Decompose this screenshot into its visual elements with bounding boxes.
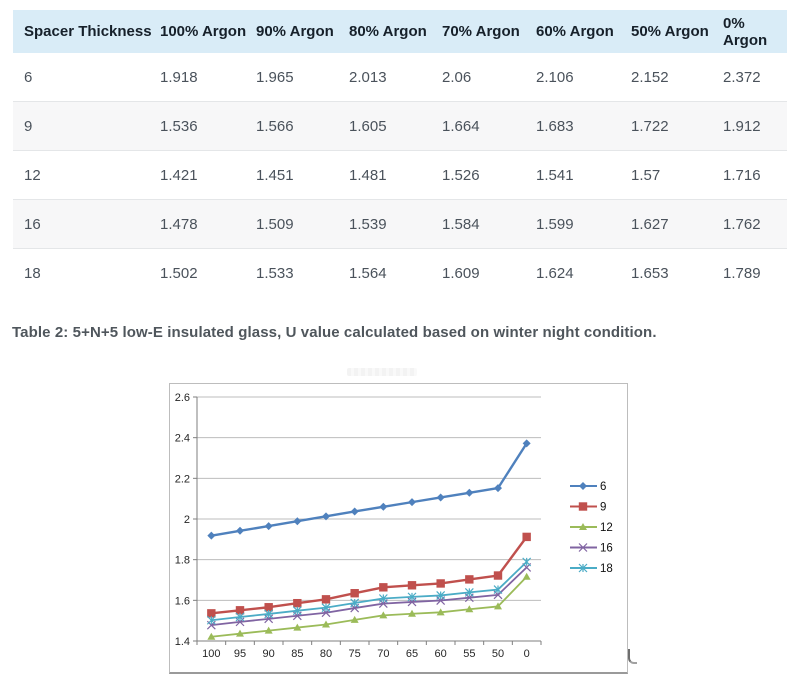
table-cell: 1.57 <box>631 166 661 184</box>
svg-text:1.6: 1.6 <box>175 595 190 607</box>
svg-text:2.6: 2.6 <box>175 392 190 404</box>
column-header-50-argon: 50% Argon <box>631 10 723 53</box>
table-cell: 1.526 <box>442 166 480 184</box>
table-header-row: Spacer Thickness 100% Argon 90% Argon 80… <box>13 10 787 53</box>
table-cell: 1.716 <box>723 166 761 184</box>
table-cell: 1.918 <box>160 68 198 86</box>
table-cell: 1.683 <box>536 117 574 135</box>
svg-text:65: 65 <box>406 648 418 660</box>
table-row: 9 1.536 1.566 1.605 1.664 1.683 1.722 1.… <box>13 101 787 151</box>
table-cell: 1.762 <box>723 215 761 233</box>
table-cell: 1.566 <box>256 117 294 135</box>
svg-text:95: 95 <box>234 648 246 660</box>
svg-text:60: 60 <box>435 648 447 660</box>
table-cell: 2.013 <box>349 68 387 86</box>
table-cell: 1.481 <box>349 166 387 184</box>
table-row: 16 1.478 1.509 1.539 1.584 1.599 1.627 1… <box>13 199 787 249</box>
column-header-70-argon: 70% Argon <box>442 10 536 53</box>
table-cell-thickness: 9 <box>24 117 33 135</box>
table-caption: Table 2: 5+N+5 low-E insulated glass, U … <box>12 324 657 341</box>
svg-text:55: 55 <box>463 648 475 660</box>
table-cell: 1.627 <box>631 215 669 233</box>
table-cell-thickness: 12 <box>24 166 41 184</box>
table-cell: 1.451 <box>256 166 294 184</box>
table-cell: 1.564 <box>349 264 387 282</box>
svg-text:1.4: 1.4 <box>175 636 190 648</box>
column-header-0-argon: 0% Argon <box>723 10 787 53</box>
table-cell: 1.789 <box>723 264 761 282</box>
table-cell: 1.541 <box>536 166 574 184</box>
svg-text:100: 100 <box>202 648 220 660</box>
table-cell: 1.478 <box>160 215 198 233</box>
svg-text:90: 90 <box>263 648 275 660</box>
table-cell-thickness: 16 <box>24 215 41 233</box>
table-cell: 1.653 <box>631 264 669 282</box>
uvalue-table: Spacer Thickness 100% Argon 90% Argon 80… <box>13 10 787 297</box>
svg-text:18: 18 <box>600 563 613 575</box>
table-cell: 1.722 <box>631 117 669 135</box>
table-cell: 1.664 <box>442 117 480 135</box>
table-cell: 2.152 <box>631 68 669 86</box>
svg-text:1.8: 1.8 <box>175 555 190 567</box>
table-cell: 1.912 <box>723 117 761 135</box>
column-header-spacer-thickness: Spacer Thickness <box>13 10 160 53</box>
svg-text:85: 85 <box>291 648 303 660</box>
uvalue-line-chart: 1.4 1.6 1.8 2 2.2 2.4 2.6 100 95 90 85 80 75 70 65 60 55… <box>169 383 628 674</box>
table-cell: 2.372 <box>723 68 761 86</box>
svg-text:12: 12 <box>600 522 613 534</box>
table-cell: 2.06 <box>442 68 472 86</box>
column-header-60-argon: 60% Argon <box>536 10 631 53</box>
table-row: 12 1.421 1.451 1.481 1.526 1.541 1.57 1.… <box>13 150 787 200</box>
table-cell: 1.421 <box>160 166 198 184</box>
column-header-100-argon: 100% Argon <box>160 10 256 53</box>
svg-text:50: 50 <box>492 648 504 660</box>
table-cell: 1.609 <box>442 264 480 282</box>
table-cell: 1.536 <box>160 117 198 135</box>
svg-text:2.2: 2.2 <box>175 473 190 485</box>
table-cell: 1.584 <box>442 215 480 233</box>
svg-text:6: 6 <box>600 481 606 493</box>
svg-text:9: 9 <box>600 502 606 514</box>
table-cell: 1.533 <box>256 264 294 282</box>
svg-text:70: 70 <box>377 648 389 660</box>
svg-text:75: 75 <box>349 648 361 660</box>
table-cell: 1.624 <box>536 264 574 282</box>
svg-text:2.4: 2.4 <box>175 433 190 445</box>
table-row: 6 1.918 1.965 2.013 2.06 2.106 2.152 2.3… <box>13 53 787 102</box>
table-cell: 1.599 <box>536 215 574 233</box>
table-cell: 2.106 <box>536 68 574 86</box>
table-cell-thickness: 6 <box>24 68 33 86</box>
svg-text:2: 2 <box>184 514 190 526</box>
watermark-artifact <box>347 368 417 376</box>
svg-text:16: 16 <box>600 543 613 555</box>
table-cell: 1.509 <box>256 215 294 233</box>
column-header-90-argon: 90% Argon <box>256 10 349 53</box>
table-cell: 1.605 <box>349 117 387 135</box>
table-cell: 1.539 <box>349 215 387 233</box>
table-cell: 1.502 <box>160 264 198 282</box>
column-header-80-argon: 80% Argon <box>349 10 442 53</box>
table-row: 18 1.502 1.533 1.564 1.609 1.624 1.653 1… <box>13 248 787 298</box>
svg-text:0: 0 <box>524 648 530 660</box>
cursor-artifact <box>628 649 637 664</box>
svg-text:80: 80 <box>320 648 332 660</box>
table-cell-thickness: 18 <box>24 264 41 282</box>
table-cell: 1.965 <box>256 68 294 86</box>
